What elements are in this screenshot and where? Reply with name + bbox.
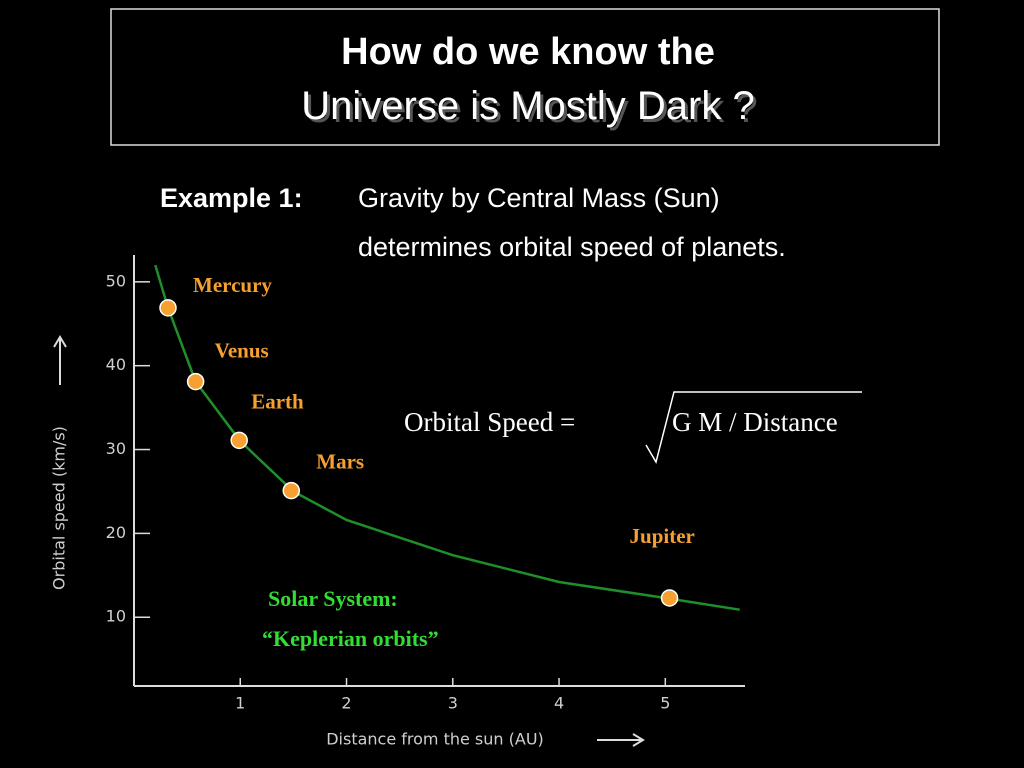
y-tick-label: 50	[106, 271, 126, 290]
x-tick-label: 3	[448, 694, 458, 713]
planet-point	[186, 372, 205, 391]
planet-label: Venus	[215, 339, 269, 363]
x-arrow	[597, 733, 645, 747]
y-axis-title: Orbital speed (km/s)	[50, 426, 69, 590]
x-axis-title: Distance from the sun (AU)	[326, 730, 544, 749]
annotation: “Keplerian orbits”	[262, 626, 439, 651]
y-tick-label: 40	[106, 355, 126, 374]
y-tick-label: 10	[106, 607, 126, 626]
x-tick-label: 1	[235, 694, 245, 713]
y-tick-label: 20	[106, 523, 126, 542]
planet-label: Earth	[251, 389, 304, 413]
title: Universe is Mostly Dark ?	[301, 84, 754, 128]
annotation: Solar System:	[268, 586, 398, 611]
y-arrow	[53, 335, 67, 385]
title-box	[110, 8, 940, 146]
formula: Orbital Speed =	[404, 407, 575, 437]
planet-point	[660, 589, 679, 607]
sqrt-sign	[645, 391, 862, 464]
planet-label: Jupiter	[630, 524, 695, 548]
x-tick-label: 4	[554, 694, 564, 713]
title-shadow: Universe is Mostly Dark ?	[304, 87, 757, 131]
formula: G M / Distance	[672, 407, 838, 437]
example-label: Example 1:	[160, 183, 303, 213]
planet-point	[282, 481, 301, 500]
title: How do we know the	[341, 31, 715, 73]
y-tick-label: 30	[106, 439, 126, 458]
planet-point	[230, 431, 248, 450]
planet-label: Mercury	[193, 273, 272, 297]
x-tick-label: 2	[341, 694, 351, 713]
subtitle: Gravity by Central Mass (Sun)	[358, 183, 720, 213]
subtitle: determines orbital speed of planets.	[358, 232, 786, 262]
planet-point	[159, 299, 177, 317]
planet-label: Mars	[316, 450, 364, 474]
curve	[154, 264, 740, 611]
x-tick-label: 5	[660, 694, 670, 713]
